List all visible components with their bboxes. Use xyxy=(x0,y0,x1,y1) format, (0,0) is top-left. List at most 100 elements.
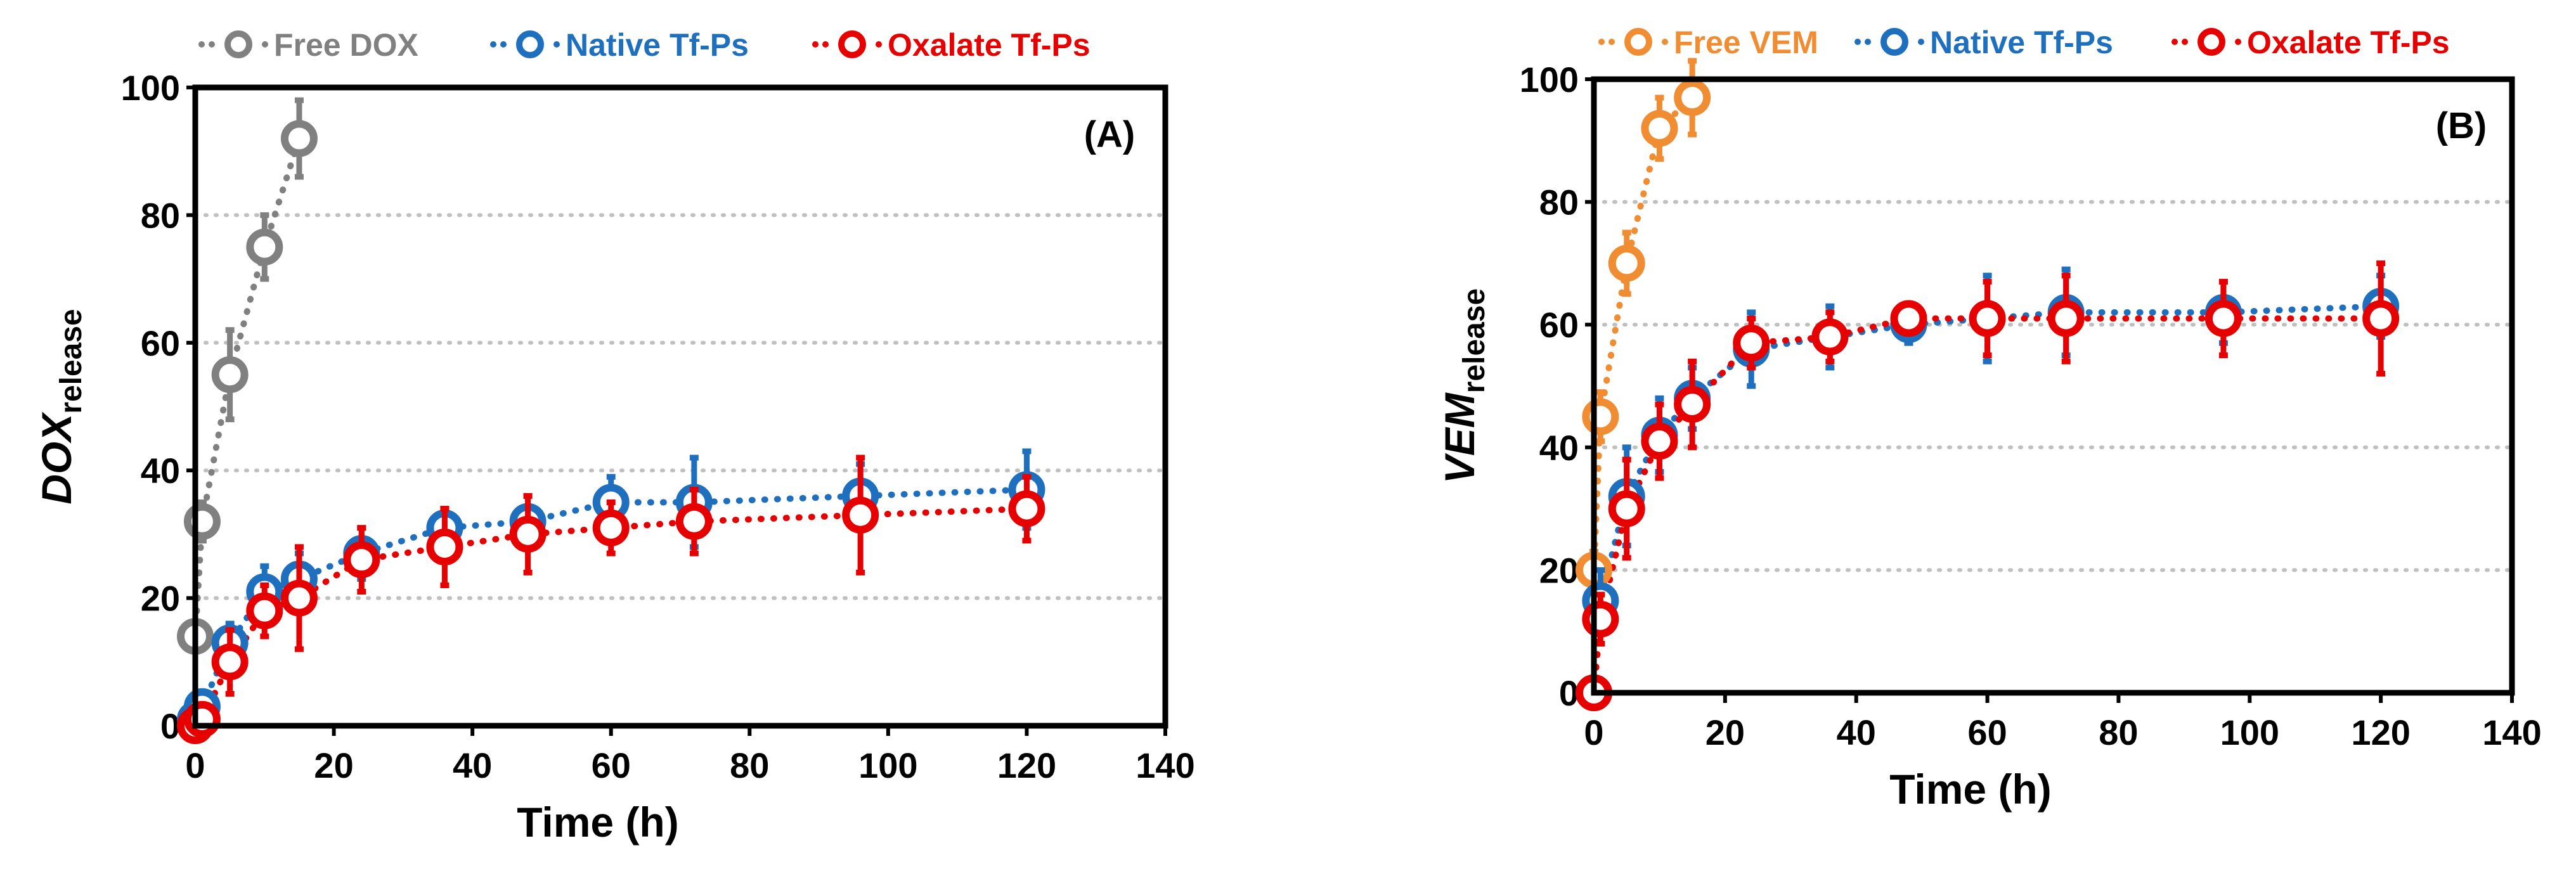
panel-b-free-vem-point xyxy=(1641,110,1678,147)
panel-a-free-dox-trend-line xyxy=(192,135,302,640)
panel-a-x-tick-label: 0 xyxy=(185,745,205,785)
panel-b-axes-frame xyxy=(1591,76,2515,696)
panel-a-axes-frame xyxy=(192,84,1168,729)
panel-b-y-tick-label: 40 xyxy=(1539,428,1579,468)
panel-b-y-axis-title: VEMrelease xyxy=(1436,288,1491,484)
legend-dot xyxy=(2235,39,2241,45)
legend-dot xyxy=(1662,39,1668,45)
legend-marker xyxy=(224,30,252,58)
panel-b-x-tick-label: 100 xyxy=(2220,712,2279,752)
legend-dot xyxy=(822,41,829,48)
legend-dot xyxy=(198,41,205,48)
panel-a-legend-oxalate-tf-ps: Oxalate Tf-Ps xyxy=(812,27,1091,63)
panel-a-y-axis-title-main: DOX xyxy=(33,411,80,505)
panel-b-oxalate-tf-ps-point xyxy=(1969,300,2006,337)
panel-b-x-tick-label: 120 xyxy=(2351,712,2410,752)
panel-a-x-tick-label: 40 xyxy=(453,745,492,785)
legend-dot xyxy=(2171,39,2178,45)
panel-b-oxalate-tf-ps-point xyxy=(1811,318,1849,356)
panel-a-y-tick-label: 100 xyxy=(121,68,180,108)
panel-a-oxalate-tf-ps-point xyxy=(280,579,318,617)
panel-b-panel-label: (B) xyxy=(2436,105,2487,146)
legend-label: Native Tf-Ps xyxy=(566,27,749,63)
panel-a-x-tick-label: 80 xyxy=(730,745,769,785)
panel-b-free-vem-point xyxy=(1674,79,1711,117)
panel-a-x-tick-label: 100 xyxy=(858,745,917,785)
panel-b-y-axis-title-sub: release xyxy=(1458,288,1491,394)
legend-dot xyxy=(1598,39,1605,45)
panel-b-x-tick-label: 60 xyxy=(1967,712,2007,752)
panel-b-oxalate-tf-ps-point xyxy=(1733,325,1770,362)
panel-a-oxalate-tf-ps-point xyxy=(592,509,630,546)
panel-a-free-dox-point xyxy=(211,356,249,394)
legend-dot xyxy=(209,41,215,48)
panel-a-y-tick-label: 20 xyxy=(141,579,180,619)
panel-b-x-tick-label: 0 xyxy=(1584,712,1603,752)
panel-a-y-tick-label: 60 xyxy=(141,323,180,363)
panel-a-y-tick-label: 80 xyxy=(141,195,180,235)
panel-a-oxalate-tf-ps-point xyxy=(426,529,463,566)
panel-a-oxalate-tf-ps-point xyxy=(842,496,879,534)
legend-label: Oxalate Tf-Ps xyxy=(2247,25,2450,60)
panel-a-native-tf-ps-trend-line xyxy=(192,486,1030,723)
panel-b-x-tick-label: 80 xyxy=(2099,712,2138,752)
panel-a-oxalate-tf-ps-point xyxy=(1008,490,1045,527)
panel-b-x-tick-label: 20 xyxy=(1705,712,1745,752)
panel-a-x-tick-label: 140 xyxy=(1136,745,1194,785)
panel-a-y-tick-label: 0 xyxy=(160,706,180,746)
legend-marker xyxy=(1880,28,1908,56)
panel-a-y-tick-label: 40 xyxy=(141,451,180,491)
panel-b-free-vem-trend-line xyxy=(1591,94,1696,574)
legend-dot xyxy=(876,41,882,48)
legend-dot xyxy=(500,41,507,48)
panel-a-oxalate-tf-ps-point xyxy=(183,700,221,738)
panel-a-x-axis-title: Time (h) xyxy=(517,799,678,846)
panel-b-y-tick-label: 20 xyxy=(1539,550,1579,590)
panel-b-legend-oxalate-tf-ps: Oxalate Tf-Ps xyxy=(2171,25,2450,60)
panel-a-oxalate-tf-ps-point xyxy=(343,541,380,579)
legend-dot xyxy=(553,41,560,48)
legend-dot xyxy=(1865,39,1871,45)
panel-b-y-axis-title-main: VEM xyxy=(1436,392,1483,484)
legend-dot xyxy=(1918,39,1924,45)
panel-b-free-vem-point xyxy=(1608,245,1645,282)
panel-b-oxalate-tf-ps-point xyxy=(2047,300,2085,337)
panel-b-y-tick-label: 0 xyxy=(1559,673,1579,713)
panel-a-free-dox-point xyxy=(183,503,221,540)
legend-dot xyxy=(490,41,496,48)
legend-label: Oxalate Tf-Ps xyxy=(888,27,1091,63)
panel-b-y-tick-label: 80 xyxy=(1539,183,1579,222)
panel-b-y-tick-label: 100 xyxy=(1520,60,1579,100)
panel-a-x-tick-label: 120 xyxy=(997,745,1056,785)
panel-a-legend-native-tf-ps: Native Tf-Ps xyxy=(490,27,749,63)
legend-dot xyxy=(812,41,819,48)
panel-a-oxalate-tf-ps-point xyxy=(246,592,283,629)
panel-b-free-vem-point xyxy=(1582,398,1619,435)
legend-label: Native Tf-Ps xyxy=(1930,25,2113,60)
panel-b-x-tick-label: 40 xyxy=(1837,712,1876,752)
legend-dot xyxy=(1854,39,1861,45)
panel-b-native-tf-ps-trend-line xyxy=(1591,303,2385,696)
panel-b-oxalate-tf-ps-point xyxy=(1641,423,1678,460)
legend-label: Free VEM xyxy=(1674,25,1818,60)
legend-label: Free DOX xyxy=(274,27,418,63)
panel-b-oxalate-tf-ps-point xyxy=(1582,600,1619,638)
panel-b-oxalate-tf-ps-point xyxy=(1608,490,1645,527)
legend-dot xyxy=(262,41,268,48)
legend-marker xyxy=(1624,28,1652,56)
legend-dot xyxy=(2182,39,2188,45)
panel-b-oxalate-tf-ps-point xyxy=(2204,300,2242,337)
panel-b-oxalate-tf-ps-point xyxy=(1674,386,1711,423)
panel-a-x-tick-label: 60 xyxy=(592,745,631,785)
panel-a-y-axis-title: DOXrelease xyxy=(33,309,88,505)
panel-a-free-dox-point xyxy=(280,120,318,157)
panel-a-legend-free-dox: Free DOX xyxy=(198,27,418,63)
legend-marker xyxy=(516,30,544,58)
legend-marker xyxy=(2197,28,2225,56)
panel-a-oxalate-tf-ps-point xyxy=(675,503,713,540)
panel-a-oxalate-tf-ps-point xyxy=(509,515,547,553)
panel-a-y-axis-title-sub: release xyxy=(55,309,88,414)
panel-b-x-axis-title: Time (h) xyxy=(1889,766,2051,813)
panel-a-x-tick-label: 20 xyxy=(314,745,353,785)
